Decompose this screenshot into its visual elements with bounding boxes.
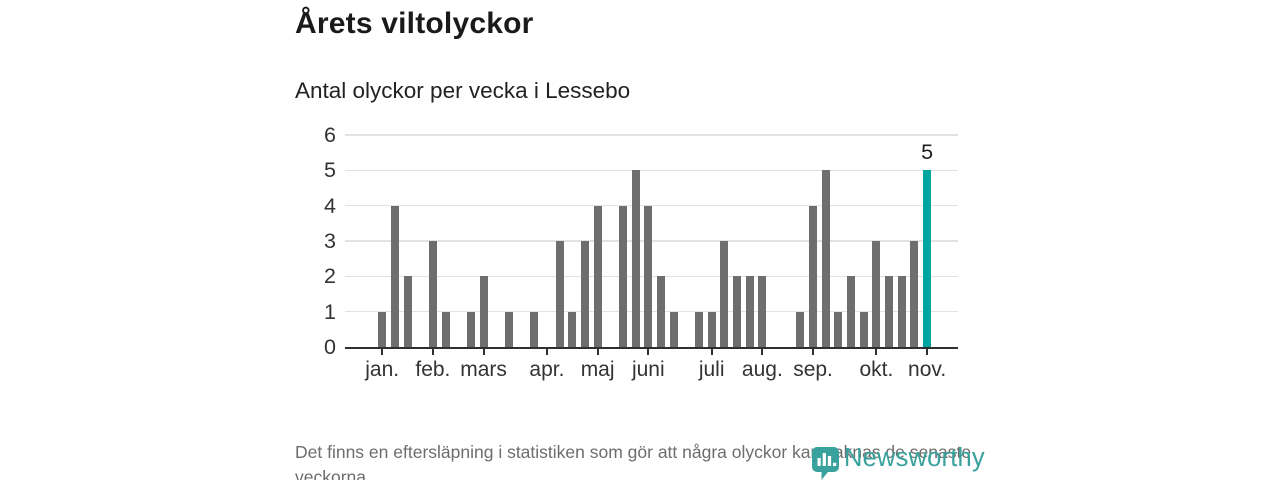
x-axis-label-aug: aug.: [741, 358, 783, 381]
x-tick-juli: [710, 348, 713, 355]
bar-week5: [428, 241, 437, 347]
bar-week41: [885, 276, 894, 347]
x-tick-maj: [596, 348, 599, 355]
bar-week9: [479, 276, 488, 347]
x-tick-apr: [545, 348, 548, 355]
x-axis-label-maj: maj: [580, 358, 615, 381]
y-axis-label-3: 3: [324, 229, 336, 253]
bar-week40: [872, 241, 881, 347]
x-axis-label-feb: feb.: [415, 358, 451, 381]
bar-week39: [859, 311, 868, 347]
bar-week20: [618, 205, 627, 347]
bar-week36: [821, 170, 830, 347]
bar-week31: [758, 276, 767, 347]
bar-week35: [809, 205, 818, 347]
bar-week42: [897, 276, 906, 347]
highlight-value-label: 5: [921, 140, 934, 165]
y-axis-label-0: 0: [324, 335, 336, 359]
y-axis-label-2: 2: [324, 264, 336, 289]
x-axis-label-okt: okt.: [859, 358, 894, 381]
bar-week8: [466, 311, 475, 347]
x-axis-label-nov: nov.: [908, 358, 947, 381]
x-axis-label-jan: jan.: [365, 358, 400, 381]
bar-week2: [390, 205, 399, 347]
x-axis-label-juli: juli: [698, 358, 725, 381]
bar-week29: [733, 276, 742, 347]
footnote: Det finns en eftersläpning i statistiken…: [295, 442, 972, 480]
bar-week13: [530, 311, 539, 347]
bar-week23: [656, 276, 665, 347]
chart-subtitle: Antal olyckor per vecka i Lessebo: [295, 78, 631, 103]
bar-week16: [568, 311, 577, 347]
y-axis-label-1: 1: [324, 299, 336, 324]
bar-week26: [695, 311, 703, 347]
gridline-y6: [345, 134, 958, 136]
y-axis-label-5: 5: [324, 158, 336, 183]
gridline-y4: [345, 204, 958, 207]
x-tick-nov: [926, 348, 929, 355]
bar-week37: [834, 311, 843, 347]
y-axis-label-6: 6: [324, 123, 336, 147]
bar-week38: [847, 276, 856, 347]
bar-week11: [504, 311, 513, 347]
page-title: Årets viltolyckor: [295, 7, 534, 40]
y-axis-label-4: 4: [324, 193, 336, 218]
bar-week34: [796, 311, 805, 347]
bar-week3: [403, 276, 412, 347]
x-tick-sep: [812, 348, 815, 355]
x-tick-okt: [875, 348, 878, 355]
x-tick-jan: [381, 348, 384, 355]
x-tick-juni: [647, 348, 650, 355]
bar-week18: [593, 205, 602, 347]
newsworthy-logo-text: Newsworthy: [844, 444, 985, 472]
x-axis-label-mars: mars: [460, 358, 507, 381]
bar-week27: [707, 311, 716, 347]
bar-week24: [669, 311, 678, 347]
bar-highlight-week44: [923, 170, 932, 347]
bar-week28: [720, 241, 729, 347]
x-axis-label-sep: sep.: [793, 358, 833, 381]
newsworthy-pin-icon: [812, 447, 839, 480]
x-axis-label-apr: apr.: [529, 358, 565, 381]
bar-week30: [745, 276, 754, 347]
bar-week6: [441, 311, 450, 347]
x-axis-line: [345, 346, 958, 349]
bar-week43: [910, 241, 919, 347]
x-tick-aug: [761, 348, 764, 355]
x-tick-feb: [431, 348, 434, 355]
bar-week1: [378, 311, 387, 347]
infographic: Årets viltolyckor Antal olyckor per veck…: [295, 0, 985, 480]
bar-week22: [644, 205, 653, 347]
bar-chart-plot-area: 0 1 2 3 4 5 6 jan. feb. mars apr. maj juni juli aug. se…: [324, 123, 958, 381]
bar-week21: [631, 170, 640, 347]
bar-week17: [580, 241, 589, 347]
newsworthy-logo: Newsworthy: [812, 444, 985, 480]
x-tick-mars: [482, 348, 485, 355]
x-axis-label-juni: juni: [631, 358, 665, 381]
gridline-y5: [345, 169, 958, 172]
bar-week15: [555, 241, 564, 347]
